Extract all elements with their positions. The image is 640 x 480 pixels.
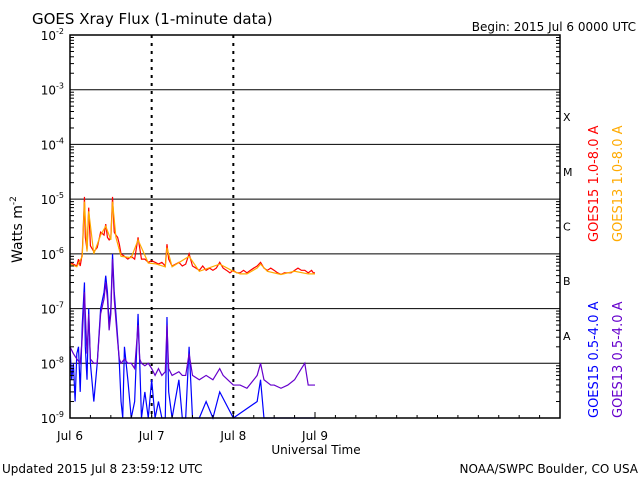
y-tick-label: 10-2 bbox=[41, 27, 64, 43]
updated-timestamp: Updated 2015 Jul 8 23:59:12 UTC bbox=[2, 462, 202, 476]
legend-label: GOES13 1.0-8.0 A bbox=[611, 125, 626, 242]
series-line bbox=[69, 253, 315, 420]
flare-class-label: B bbox=[563, 275, 571, 288]
x-tick-label: Jul 6 bbox=[56, 429, 83, 443]
begin-label: Begin: 2015 Jul 6 0000 UTC bbox=[472, 20, 636, 34]
y-tick-label: 10-9 bbox=[41, 410, 64, 426]
legend-label: GOES15 1.0-8.0 A bbox=[587, 125, 602, 242]
y-axis-label-exponent: -2 bbox=[9, 196, 19, 205]
chart-title: GOES Xray Flux (1-minute data) bbox=[32, 10, 273, 28]
y-tick-label: 10-7 bbox=[41, 301, 64, 317]
flare-class-label: A bbox=[563, 330, 571, 343]
legend-label: GOES15 0.5-4.0 A bbox=[587, 301, 602, 418]
plot-frame bbox=[69, 34, 561, 419]
axes: 10-9 10-8 10-7 10-6 10-5 10-4 10-3 10-2 Jul 6 Jul… bbox=[41, 27, 573, 443]
y-tick-label: 10-4 bbox=[41, 136, 64, 152]
flare-class-label: C bbox=[563, 221, 571, 234]
y-axis-label: Watts m-2 bbox=[9, 196, 26, 263]
x-tick-label: Jul 9 bbox=[301, 429, 328, 443]
y-tick-label: 10-8 bbox=[41, 355, 64, 371]
data-series bbox=[69, 196, 315, 420]
legend: GOES15 1.0-8.0 A GOES13 1.0-8.0 A GOES15 0… bbox=[587, 125, 626, 418]
series-line bbox=[69, 196, 315, 276]
y-tick-label: 10-5 bbox=[41, 191, 64, 207]
flare-class-label: X bbox=[563, 111, 571, 124]
svg-text:Watts m-2: Watts m-2 bbox=[9, 196, 26, 263]
legend-label: GOES13 0.5-4.0 A bbox=[611, 301, 626, 418]
grid-lines bbox=[70, 35, 560, 418]
y-tick-label: 10-6 bbox=[41, 246, 64, 262]
y-tick-label: 10-3 bbox=[41, 82, 64, 98]
x-axis-label: Universal Time bbox=[271, 443, 360, 457]
y-axis-label-text: Watts m bbox=[10, 205, 26, 263]
series-line bbox=[69, 201, 315, 276]
x-tick-label: Jul 8 bbox=[219, 429, 246, 443]
series-line bbox=[69, 259, 315, 389]
x-tick-label: Jul 7 bbox=[138, 429, 165, 443]
data-source: NOAA/SWPC Boulder, CO USA bbox=[460, 462, 639, 476]
flare-class-label: M bbox=[563, 166, 573, 179]
